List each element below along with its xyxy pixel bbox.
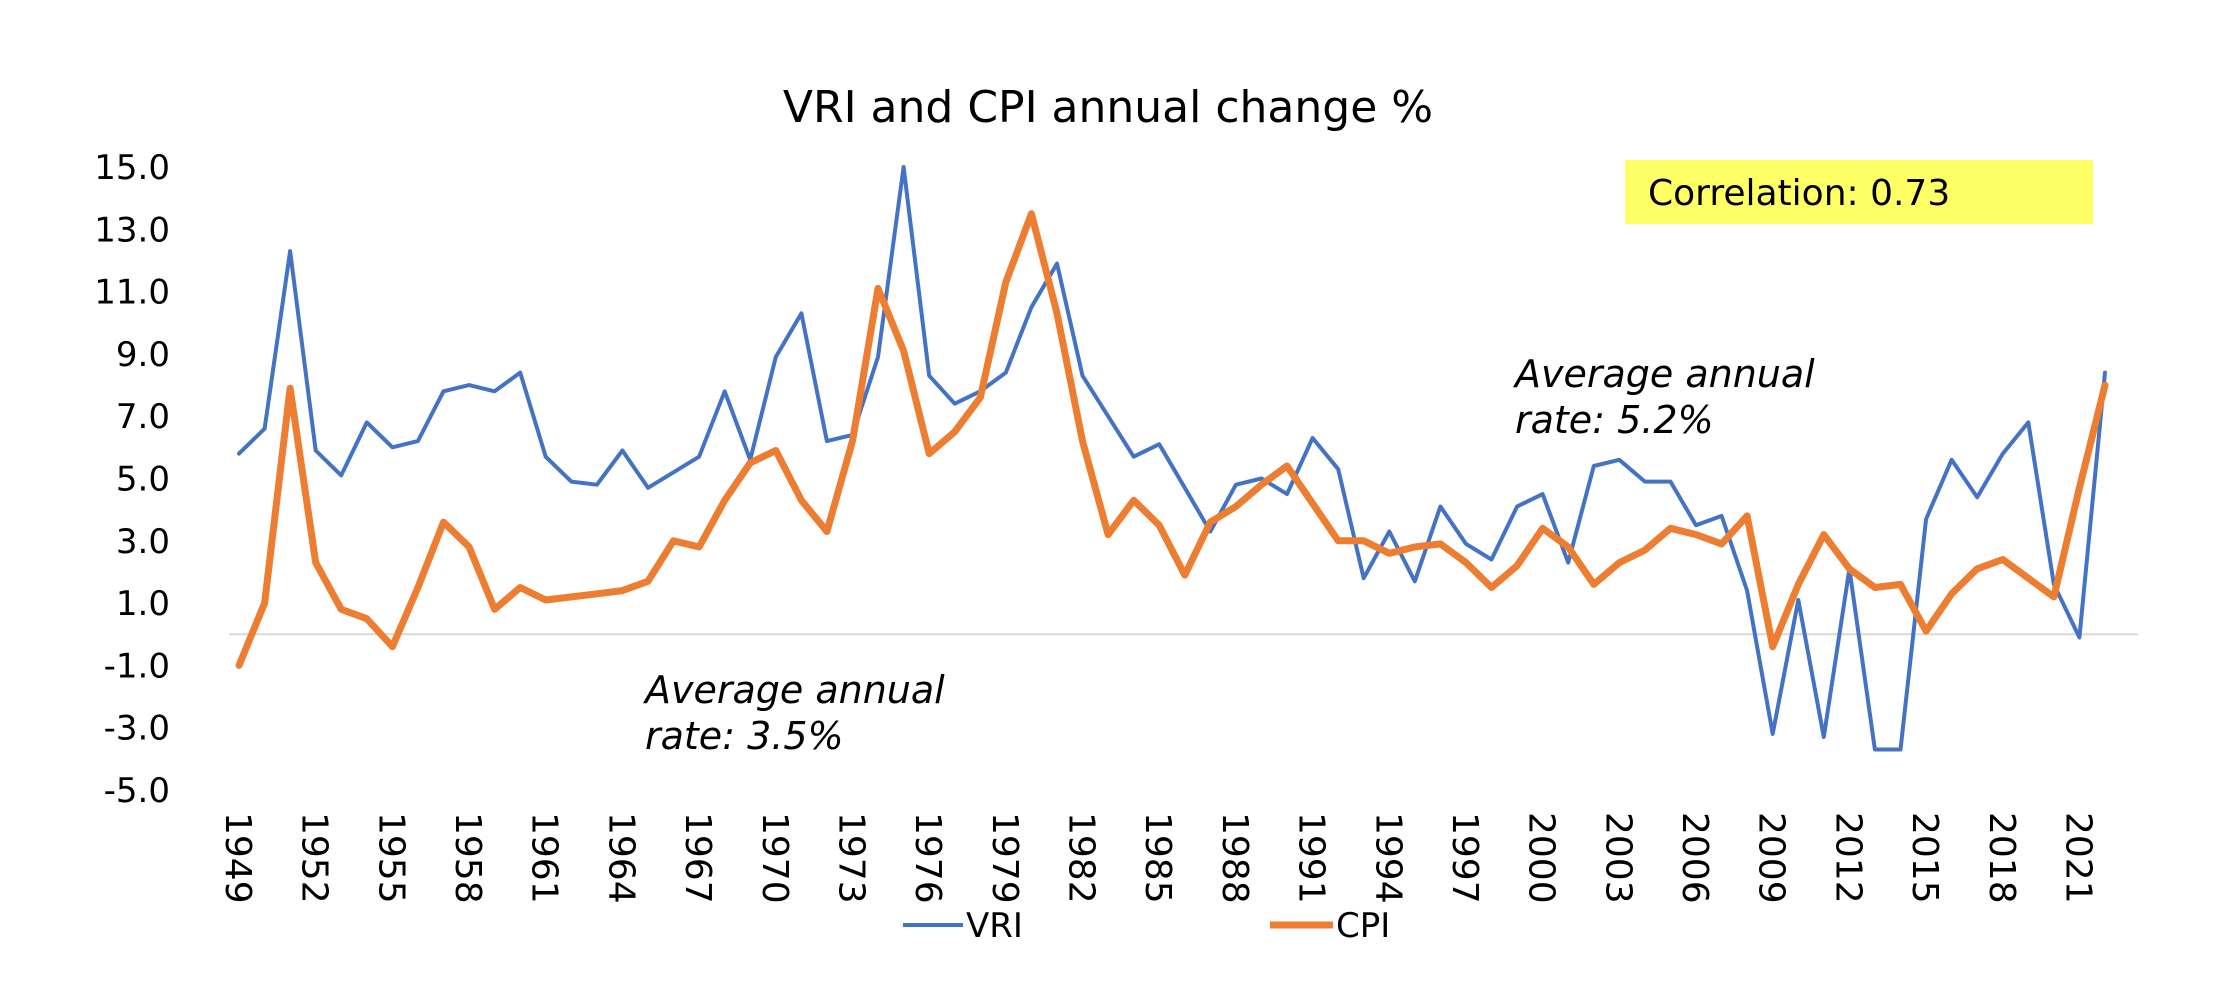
vri-average-annotation-line1: Average annual (1512, 352, 1815, 396)
y-tick-label: -1.0 (104, 646, 170, 686)
x-tick-label: 1985 (1137, 812, 1178, 904)
x-tick-label: 2006 (1674, 812, 1715, 904)
y-tick-label: 9.0 (116, 335, 170, 375)
y-tick-label: 7.0 (116, 397, 170, 437)
x-tick-label: 1955 (370, 812, 411, 904)
x-tick-label: 1976 (907, 812, 948, 904)
x-tick-label: 1997 (1444, 812, 1485, 904)
y-tick-label: 15.0 (94, 148, 170, 188)
x-tick-label: 1961 (524, 812, 565, 904)
x-tick-label: 1952 (294, 812, 335, 904)
x-tick-label: 1949 (217, 812, 258, 904)
chart-title: VRI and CPI annual change % (783, 82, 1433, 133)
y-tick-label: -5.0 (104, 771, 170, 811)
x-tick-label: 1982 (1061, 812, 1102, 904)
correlation-label: Correlation: 0.73 (1648, 173, 1950, 214)
correlation-box-background (1625, 160, 2093, 224)
y-tick-label: 11.0 (94, 273, 170, 313)
x-tick-label: 1973 (830, 812, 871, 904)
legend: VRI CPI (903, 906, 1390, 946)
y-axis-tick-labels: 15.0 13.0 11.0 9.0 7.0 5.0 3.0 1.0 -1.0 -3.0 -5.0 (94, 148, 170, 811)
y-tick-label: -3.0 (104, 709, 170, 749)
x-tick-label: 1994 (1367, 812, 1408, 904)
cpi-average-annotation-line1: Average annual (642, 668, 945, 712)
y-tick-label: 13.0 (94, 210, 170, 250)
legend-cpi-label: CPI (1336, 906, 1390, 946)
x-tick-label: 1967 (677, 812, 718, 904)
x-axis-tick-labels: 1949 1952 1955 1958 1961 1964 1967 1970 1973 1976… (217, 812, 2098, 904)
x-tick-label: 1958 (447, 812, 488, 904)
y-tick-label: 5.0 (116, 460, 170, 500)
series-line-cpi (235, 210, 2109, 669)
x-tick-label: 2003 (1597, 812, 1638, 904)
x-tick-label: 2009 (1751, 812, 1792, 904)
series-layer (235, 165, 2109, 752)
vri-average-annotation-line2: rate: 5.2% (1515, 398, 1714, 442)
x-tick-label: 1979 (984, 812, 1025, 904)
x-tick-label: 1988 (1214, 812, 1255, 904)
x-tick-label: 2015 (1904, 812, 1945, 904)
y-tick-label: 1.0 (116, 584, 170, 624)
correlation-box: Correlation: 0.73 (1625, 160, 2093, 224)
cpi-average-annotation-line2: rate: 3.5% (645, 714, 844, 758)
y-tick-label: 3.0 (116, 522, 170, 562)
x-tick-label: 2021 (2057, 812, 2098, 904)
legend-vri-label: VRI (966, 906, 1023, 946)
series-line-vri (237, 165, 2107, 752)
x-tick-label: 1964 (600, 812, 641, 904)
x-tick-label: 1970 (754, 812, 795, 904)
x-tick-label: 1991 (1291, 812, 1332, 904)
x-tick-label: 2000 (1521, 812, 1562, 904)
x-tick-label: 2018 (1981, 812, 2022, 904)
x-tick-label: 2012 (1827, 812, 1868, 904)
